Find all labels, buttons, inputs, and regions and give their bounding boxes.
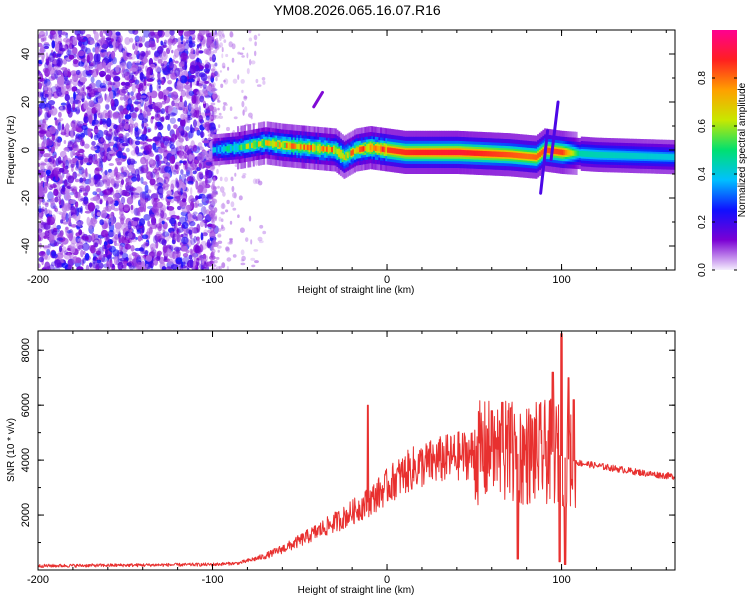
spectrogram-x-axis: -200 -100 0 100 — [27, 30, 667, 286]
spectrogram-y-tick-label: 20 — [20, 96, 32, 108]
spectrogram-y-tick-label: 40 — [20, 48, 32, 60]
snr-y-tick-label: 4000 — [20, 448, 32, 472]
snr-y-tick-label: 8000 — [20, 338, 32, 362]
spectrogram-y-tick-label: -40 — [20, 238, 32, 254]
snr-y-label: SNR (10 * v/v) — [6, 418, 17, 482]
spectrogram-streak — [549, 100, 560, 162]
spectrogram-y-tick-label: -20 — [20, 190, 32, 206]
colorbar-tick-label: 0.4 — [697, 167, 708, 181]
snr-x-tick-label: -100 — [202, 574, 224, 586]
colorbar: 0.0 0.2 0.4 0.6 0.8 Normalized spectral ampli… — [697, 30, 748, 277]
colorbar-tick-label: 0.8 — [697, 71, 708, 85]
colorbar-tick-label: 0.2 — [697, 215, 708, 229]
snr-y-tick-label: 6000 — [20, 393, 32, 417]
colorbar-label: Normalized spectral amplitude — [737, 82, 748, 217]
spectrogram-x-label: Height of straight line (km) — [298, 285, 415, 296]
snr-x-label: Height of straight line (km) — [298, 585, 415, 596]
snr-x-axis: -200 -100 0 100 — [27, 331, 667, 586]
spectrogram-y-axis: -40 -20 0 20 40 — [20, 29, 675, 271]
snr-y-axis: 2000 4000 6000 8000 — [20, 338, 675, 544]
spectrogram-y-label: Frequency (Hz) — [6, 116, 17, 185]
colorbar-tick-label: 0.0 — [697, 263, 708, 277]
snr-x-tick-label: 100 — [552, 574, 570, 586]
spectrogram-x-tick-label: 100 — [552, 274, 570, 286]
snr-y-tick-label: 2000 — [20, 503, 32, 527]
colorbar-tick-label: 0.6 — [697, 119, 708, 133]
page-title: YM08.2026.065.16.07.R16 — [273, 2, 441, 18]
spectrogram-streak — [312, 90, 324, 109]
spectrogram-streak — [539, 129, 550, 195]
snr-x-tick-label: -200 — [27, 574, 49, 586]
spectrogram-x-tick-label: -100 — [202, 274, 224, 286]
spectrogram-x-tick-label: 0 — [384, 274, 390, 286]
spectrogram-cells — [38, 30, 675, 270]
snr-x-tick-label: 0 — [384, 574, 390, 586]
colorbar-gradient — [712, 30, 737, 270]
spectrogram-band — [212, 90, 675, 195]
spectrogram-x-tick-label: -200 — [27, 274, 49, 286]
snr-series — [38, 333, 675, 568]
snr-plot: -200 -100 0 100 Height of straight line (km)… — [6, 330, 676, 596]
spectrogram-y-tick-label: 0 — [20, 147, 32, 153]
snr-background — [38, 331, 675, 570]
snr-frame — [37, 330, 676, 571]
